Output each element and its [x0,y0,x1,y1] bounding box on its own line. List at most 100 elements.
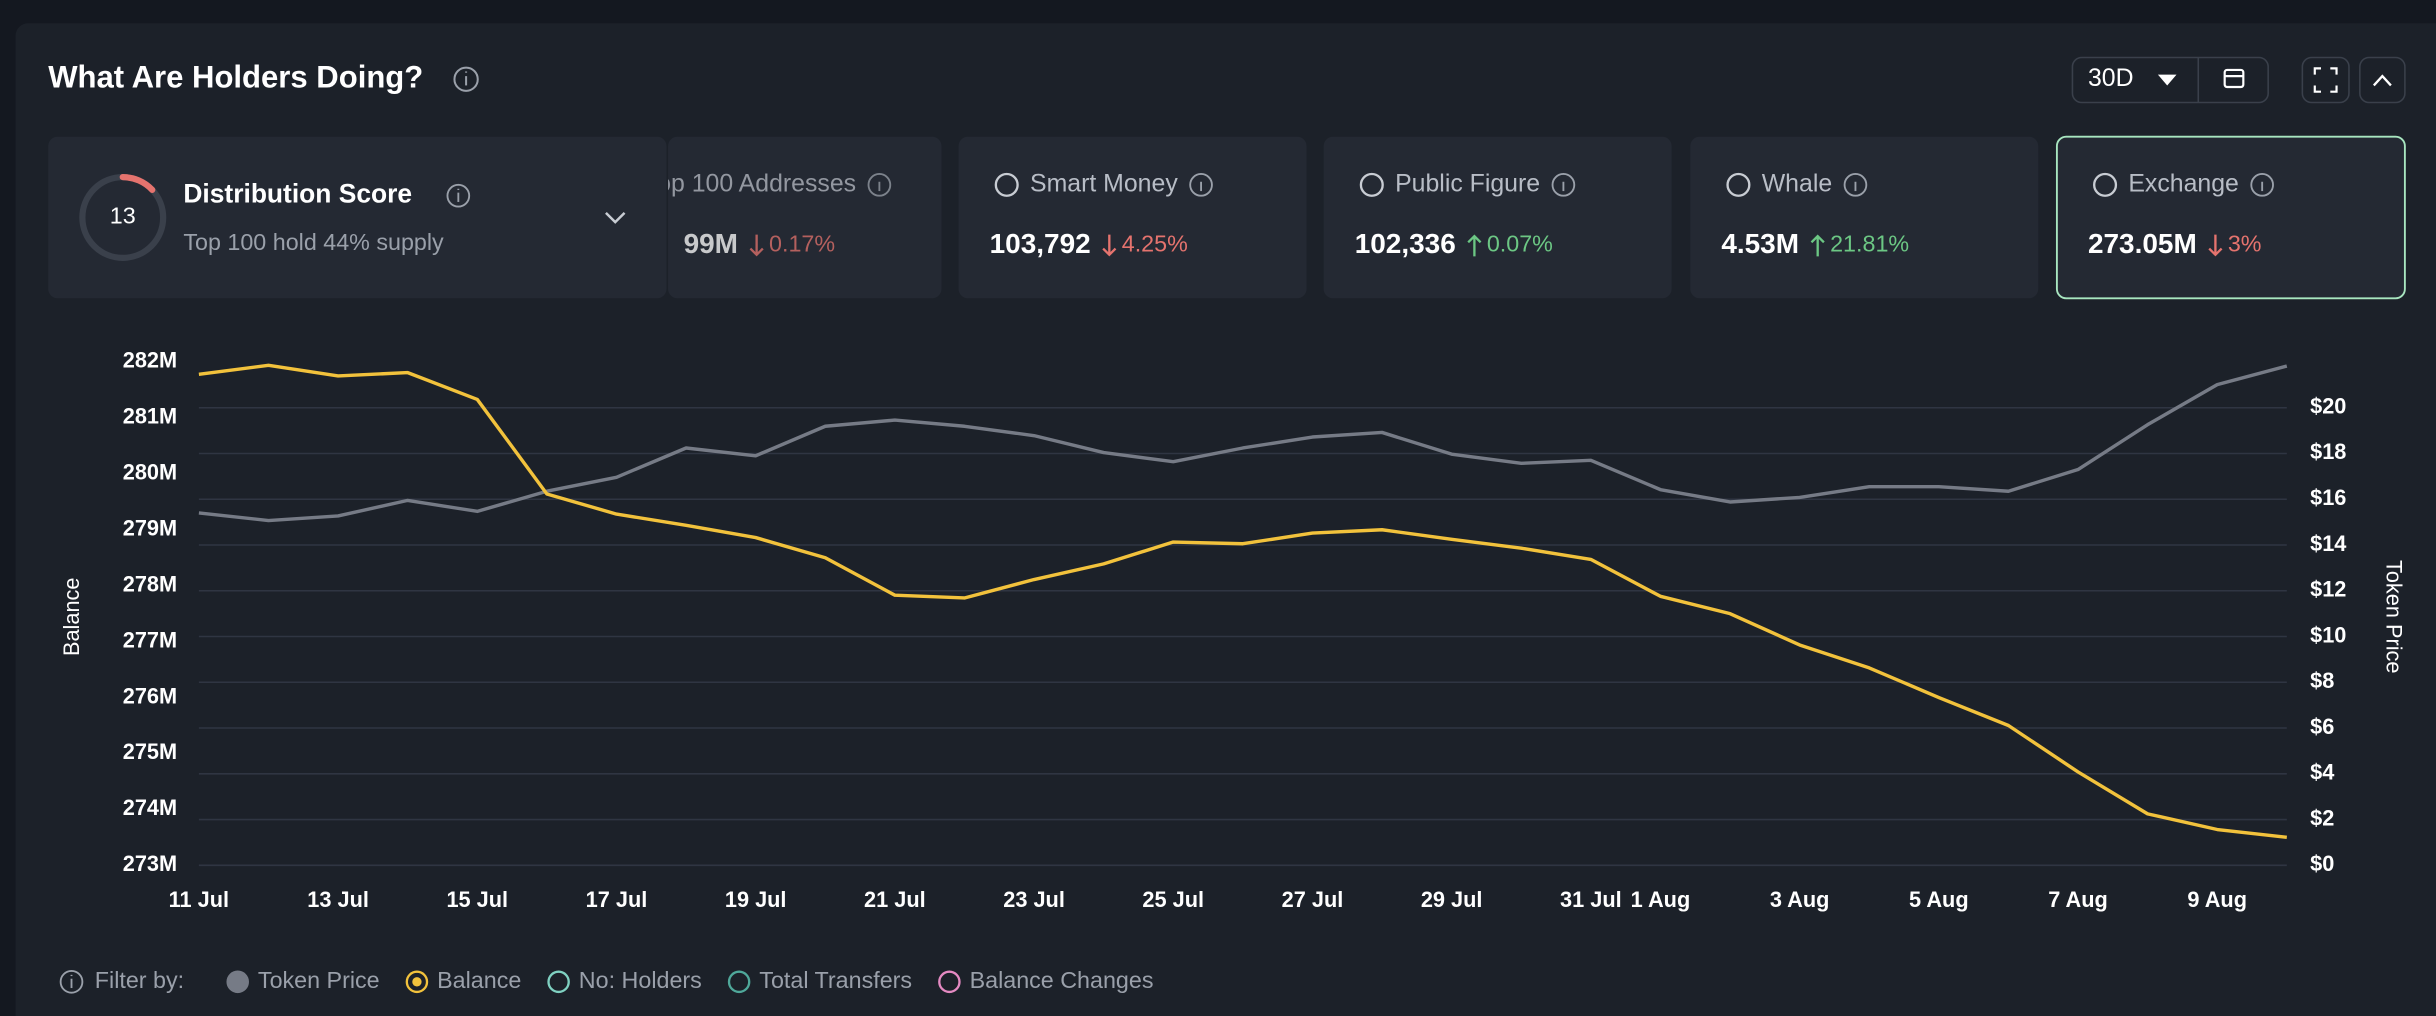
icon-ring [1189,173,1213,197]
x-tick-label: 31 Jul [1560,887,1622,912]
card-label: Top 100 Addresses [645,170,856,197]
icon-ring [1551,173,1576,197]
icon-ring [867,173,892,197]
dropdown-caret [2157,74,2177,86]
y2-tick-label: $14 [2310,531,2346,556]
card-content: Exchange 273.05M 3% [2088,170,2274,259]
x-tick-label: 17 Jul [586,887,648,912]
card-change: 4.25% [1122,231,1188,257]
card-info-icon [1843,173,1868,197]
y2-tick-label: $12 [2310,577,2346,602]
legend-dot [412,977,422,987]
change-arrow [749,234,764,257]
score-subtitle: Top 100 hold 44% supply [183,229,444,255]
y2-tick-label: $6 [2310,714,2334,739]
x-tick-label: 13 Jul [307,887,369,912]
y-axis-label: Balance [59,577,84,656]
card-info-icon [867,173,892,197]
card-change: 21.81% [1830,231,1909,257]
y-tick-label: 276M [123,683,177,708]
fullscreen-button[interactable] [2301,56,2350,104]
legend-label[interactable]: Balance Changes [970,967,1154,993]
metric-card[interactable] [958,136,1307,299]
title-info-icon [453,66,479,92]
card-value: 102,336 [1355,228,1456,259]
x-tick-label: 9 Aug [2187,887,2247,912]
metric-card[interactable] [2055,135,2406,300]
legend-label[interactable]: No: Holders [579,967,702,993]
legend-swatch[interactable] [405,970,429,994]
score-card[interactable] [48,136,667,299]
change-arrow [1467,234,1482,257]
range-select[interactable]: 30D [2088,65,2134,92]
score-info-icon [446,183,471,208]
card-content: Top 100 Addresses 99M 0.17% [645,170,892,259]
y2-axis-label: Token Price [2382,560,2407,674]
metric-card[interactable] [668,136,942,299]
card-label: Whale [1762,170,1832,197]
metric-card[interactable] [1690,136,2039,299]
legend-swatch[interactable] [727,970,751,994]
card-value: 103,792 [990,228,1091,259]
x-tick-label: 23 Jul [1003,887,1065,912]
y2-tick-label: $16 [2310,485,2346,510]
card-label: Public Figure [1395,170,1540,197]
calendar-button[interactable] [2223,68,2245,89]
metric-card[interactable] [1323,136,1672,299]
card-info-icon [1189,173,1213,197]
card-icon [2093,172,2118,197]
card-icon [994,172,1019,197]
card-change: 3% [2228,231,2262,257]
legend-label[interactable]: Balance [437,967,521,993]
x-tick-label: 19 Jul [725,887,787,912]
x-tick-label: 11 Jul [169,887,229,912]
card-value: 99M [684,228,738,259]
card-change: 0.17% [769,231,835,257]
y-tick-label: 278M [123,571,177,596]
legend-label[interactable]: Token Price [258,967,380,993]
y2-tick-label: $2 [2310,805,2334,830]
y-tick-label: 281M [123,404,177,429]
y-tick-label: 280M [123,460,177,485]
icon-ring [2250,173,2274,197]
score-value: 13 [110,203,136,229]
legend-swatch[interactable] [938,970,961,994]
change-arrow [1102,234,1117,257]
y-tick-label: 279M [123,515,177,540]
card-content: Smart Money 103,792 4.25% [990,170,1213,259]
x-tick-label: 15 Jul [446,887,508,912]
x-tick-label: 1 Aug [1631,887,1691,912]
y-tick-label: 282M [123,348,177,373]
y2-tick-label: $10 [2310,622,2346,647]
x-tick-label: 29 Jul [1421,887,1483,912]
y2-tick-label: $20 [2310,393,2346,418]
collapse-button[interactable] [2359,56,2406,104]
y-tick-label: 277M [123,627,177,652]
x-tick-label: 27 Jul [1282,887,1344,912]
y-tick-label: 275M [123,739,177,764]
x-tick-label: 3 Aug [1770,887,1830,912]
change-arrow [2208,234,2223,257]
y2-tick-label: $0 [2310,851,2334,876]
legend-swatch[interactable] [226,970,249,994]
score-expand[interactable] [605,211,626,224]
card-value: 273.05M [2088,228,2197,259]
collapse-icon [2372,74,2392,87]
legend-swatch[interactable] [547,970,570,994]
card-icon [1726,172,1751,197]
legend-label[interactable]: Total Transfers [759,967,912,993]
filter-label: Filter by: [95,967,184,993]
card-label: Exchange [2128,170,2239,197]
series-line [198,363,2288,840]
card-content: Public Figure 102,336 0.07% [1355,170,1576,259]
x-tick-label: 25 Jul [1142,887,1204,912]
y-tick-label: 273M [123,851,177,876]
y2-tick-label: $4 [2310,760,2334,785]
x-tick-label: 5 Aug [1909,887,1969,912]
card-label: Smart Money [1030,170,1178,197]
y2-tick-label: $18 [2310,439,2346,464]
icon-ring [1843,173,1868,197]
change-arrow [1810,234,1825,257]
range-control[interactable] [2071,56,2269,104]
